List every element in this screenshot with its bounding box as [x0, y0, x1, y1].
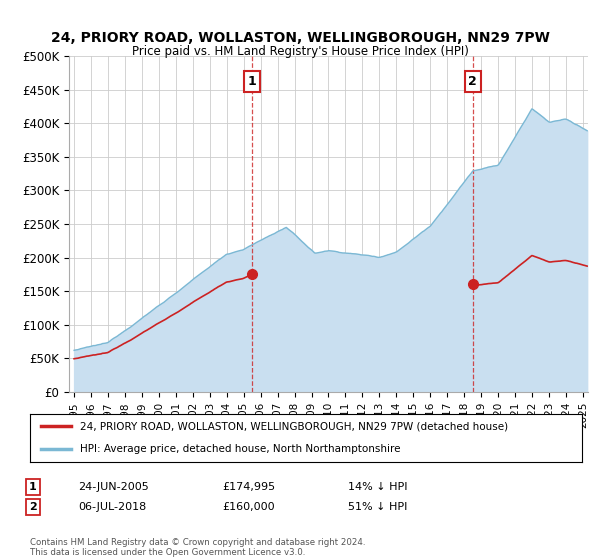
Text: 51% ↓ HPI: 51% ↓ HPI	[348, 502, 407, 512]
Text: 24-JUN-2005: 24-JUN-2005	[78, 482, 149, 492]
Text: £174,995: £174,995	[222, 482, 275, 492]
Text: 06-JUL-2018: 06-JUL-2018	[78, 502, 146, 512]
Text: HPI: Average price, detached house, North Northamptonshire: HPI: Average price, detached house, Nort…	[80, 444, 400, 454]
Text: 1: 1	[247, 75, 256, 88]
Text: 1: 1	[29, 482, 37, 492]
Text: 14% ↓ HPI: 14% ↓ HPI	[348, 482, 407, 492]
Text: £160,000: £160,000	[222, 502, 275, 512]
Text: 24, PRIORY ROAD, WOLLASTON, WELLINGBOROUGH, NN29 7PW: 24, PRIORY ROAD, WOLLASTON, WELLINGBOROU…	[50, 31, 550, 45]
Text: 24, PRIORY ROAD, WOLLASTON, WELLINGBOROUGH, NN29 7PW (detached house): 24, PRIORY ROAD, WOLLASTON, WELLINGBOROU…	[80, 421, 508, 431]
Text: 2: 2	[469, 75, 477, 88]
Text: 2: 2	[29, 502, 37, 512]
Text: Contains HM Land Registry data © Crown copyright and database right 2024.
This d: Contains HM Land Registry data © Crown c…	[30, 538, 365, 557]
Text: Price paid vs. HM Land Registry's House Price Index (HPI): Price paid vs. HM Land Registry's House …	[131, 45, 469, 58]
